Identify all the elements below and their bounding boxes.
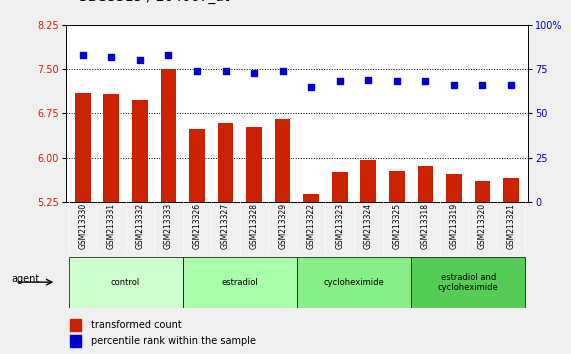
Text: percentile rank within the sample: percentile rank within the sample [91, 336, 256, 346]
Point [278, 68, 287, 74]
Text: GSM213319: GSM213319 [449, 203, 459, 249]
Point [449, 82, 459, 88]
Text: estradiol and
cycloheximide: estradiol and cycloheximide [438, 273, 498, 292]
Text: GSM213328: GSM213328 [250, 203, 259, 249]
Text: GDS3315 / 204067_at: GDS3315 / 204067_at [77, 0, 230, 4]
Text: GSM213331: GSM213331 [107, 203, 116, 249]
Bar [103, 94, 119, 202]
Bar [75, 93, 91, 202]
Bar [417, 166, 433, 202]
Point [478, 82, 487, 88]
Text: cycloheximide: cycloheximide [324, 278, 384, 287]
Bar [246, 127, 262, 202]
Point [250, 70, 259, 75]
Point [164, 52, 173, 58]
Point [364, 77, 373, 82]
Bar [446, 174, 462, 202]
Bar [160, 69, 176, 202]
Point [421, 79, 430, 84]
Point [506, 82, 516, 88]
Bar [389, 171, 405, 202]
Bar [132, 100, 148, 202]
Bar [189, 129, 205, 202]
Bar [183, 257, 297, 308]
Bar [411, 257, 525, 308]
Text: transformed count: transformed count [91, 320, 182, 330]
Bar [275, 119, 291, 202]
Text: GSM213323: GSM213323 [335, 203, 344, 249]
Point [392, 79, 401, 84]
Point [221, 68, 230, 74]
Bar [69, 257, 183, 308]
Text: agent: agent [11, 274, 39, 284]
Point [135, 57, 144, 63]
Text: GSM213332: GSM213332 [135, 203, 144, 249]
Text: GSM213325: GSM213325 [392, 203, 401, 249]
Point [107, 54, 116, 59]
Bar [360, 160, 376, 202]
Text: GSM213321: GSM213321 [506, 203, 516, 249]
Text: estradiol: estradiol [222, 278, 258, 287]
Text: GSM213320: GSM213320 [478, 203, 487, 249]
Text: GSM213326: GSM213326 [192, 203, 202, 249]
Text: GSM213324: GSM213324 [364, 203, 373, 249]
Bar [475, 181, 490, 202]
Bar [218, 123, 234, 202]
Text: GSM213329: GSM213329 [278, 203, 287, 249]
Point [192, 68, 202, 74]
Bar [503, 178, 519, 202]
Text: GSM213330: GSM213330 [78, 203, 87, 249]
Text: GSM213322: GSM213322 [307, 203, 316, 249]
Bar [70, 319, 82, 331]
Point [307, 84, 316, 90]
Bar [332, 172, 348, 202]
Point [335, 79, 344, 84]
Text: GSM213318: GSM213318 [421, 203, 430, 249]
Text: GSM213327: GSM213327 [221, 203, 230, 249]
Bar [70, 335, 82, 347]
Text: control: control [111, 278, 140, 287]
Bar [297, 257, 411, 308]
Point [78, 52, 87, 58]
Text: GSM213333: GSM213333 [164, 203, 173, 249]
Bar [303, 194, 319, 202]
